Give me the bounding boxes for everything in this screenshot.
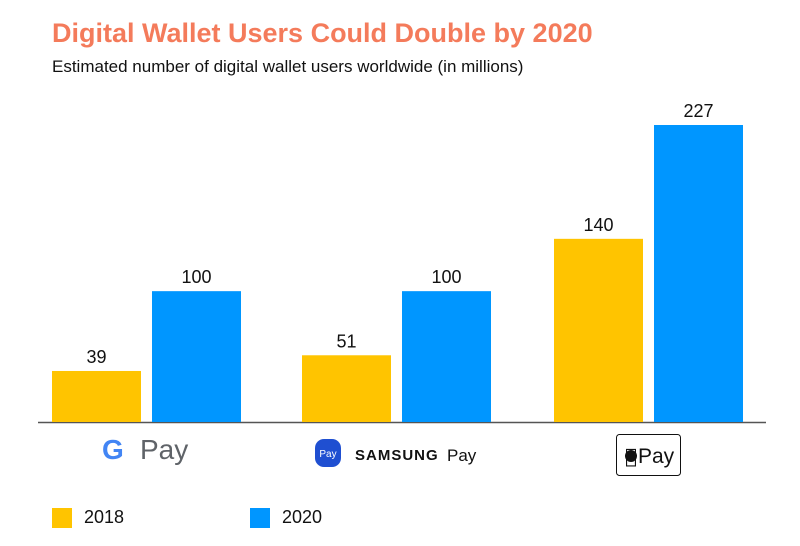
data-label: 140 [583,215,613,235]
svg-text:Pay: Pay [140,434,188,465]
legend-swatch [52,507,72,528]
svg-text:Pay: Pay [638,445,675,468]
svg-text:G: G [102,434,124,465]
svg-text:Pay: Pay [447,446,477,465]
data-label: 39 [86,347,106,367]
legend-label: 2020 [282,507,323,527]
svg-text:Pay: Pay [319,449,336,460]
legend-item-2020: 2020 [250,507,322,528]
bar-2018-0 [52,370,141,422]
data-label: 100 [431,267,461,287]
legend-label: 2018 [84,507,125,527]
svg-text:SAMSUNG: SAMSUNG [355,447,439,464]
bar-2020-1 [402,291,491,422]
bar-2018-1 [302,355,391,422]
apple-pay-logo:  Pay [616,434,681,476]
data-label: 100 [181,267,211,287]
bar-2020-2 [654,125,743,422]
data-label: 51 [336,331,356,351]
data-label: 227 [683,101,713,121]
google-pay-logo: G Pay [102,434,188,465]
bar-2018-2 [554,238,643,422]
bar-2020-0 [152,291,241,422]
legend-swatch [250,507,270,528]
chart-title: Digital Wallet Users Could Double by 202… [52,18,593,48]
legend-item-2018: 2018 [52,507,124,528]
chart-subtitle: Estimated number of digital wallet users… [52,57,524,76]
samsung-pay-logo: Pay SAMSUNG Pay [315,439,477,467]
